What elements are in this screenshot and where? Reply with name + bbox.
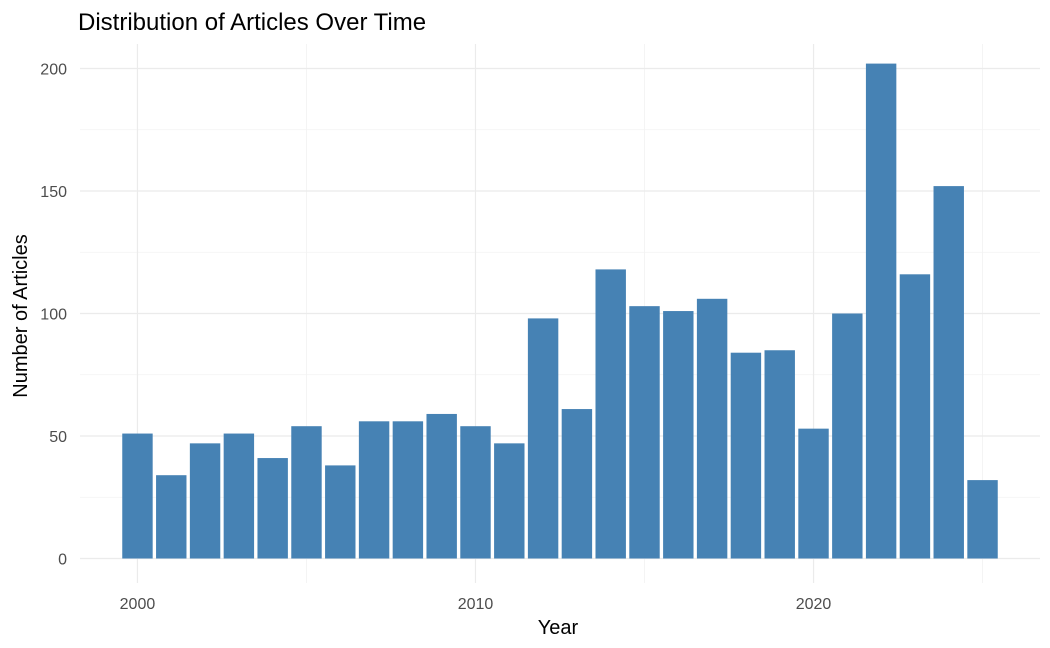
bar-2023 [899, 274, 931, 559]
bar-2006 [325, 465, 356, 559]
x-tick-label: 2010 [458, 596, 494, 613]
bar-2025 [967, 480, 998, 559]
chart-title: Distribution of Articles Over Time [78, 9, 426, 36]
bar-2021 [832, 313, 863, 559]
y-axis-title: Number of Articles [10, 234, 32, 397]
bar-2004 [257, 458, 288, 559]
bar-2009 [426, 413, 457, 559]
bar-2010 [460, 426, 491, 559]
bar-2008 [392, 421, 424, 559]
y-tick-label: 50 [49, 429, 67, 446]
y-tick-label: 200 [40, 62, 67, 79]
bar-2019 [764, 350, 795, 559]
bar-2001 [156, 475, 187, 559]
bar-2022 [865, 63, 897, 559]
bar-2018 [730, 352, 762, 559]
bar-2005 [291, 426, 322, 559]
bar-2015 [629, 306, 660, 559]
bar-2016 [663, 311, 694, 559]
x-tick-label: 2000 [120, 596, 156, 613]
bar-2017 [696, 298, 728, 559]
bar-2007 [358, 421, 390, 559]
x-tick-label: 2020 [796, 596, 832, 613]
bar-2014 [595, 269, 626, 559]
bar-2011 [494, 443, 525, 559]
bar-2013 [561, 409, 593, 559]
bar-2020 [798, 428, 829, 559]
x-axis-ticks: 2000 2010 2020 [120, 596, 832, 613]
bar-2024 [933, 186, 964, 559]
bar-2002 [189, 443, 221, 559]
y-tick-label: 0 [58, 552, 67, 569]
y-tick-label: 100 [40, 307, 67, 324]
bar-2003 [223, 433, 255, 559]
y-tick-label: 150 [40, 184, 67, 201]
y-axis-ticks: 0 50 100 150 200 [40, 62, 67, 569]
bars [122, 63, 998, 559]
x-axis-title: Year [538, 617, 579, 639]
bar-2012 [527, 318, 559, 559]
bar-2000 [122, 433, 153, 559]
